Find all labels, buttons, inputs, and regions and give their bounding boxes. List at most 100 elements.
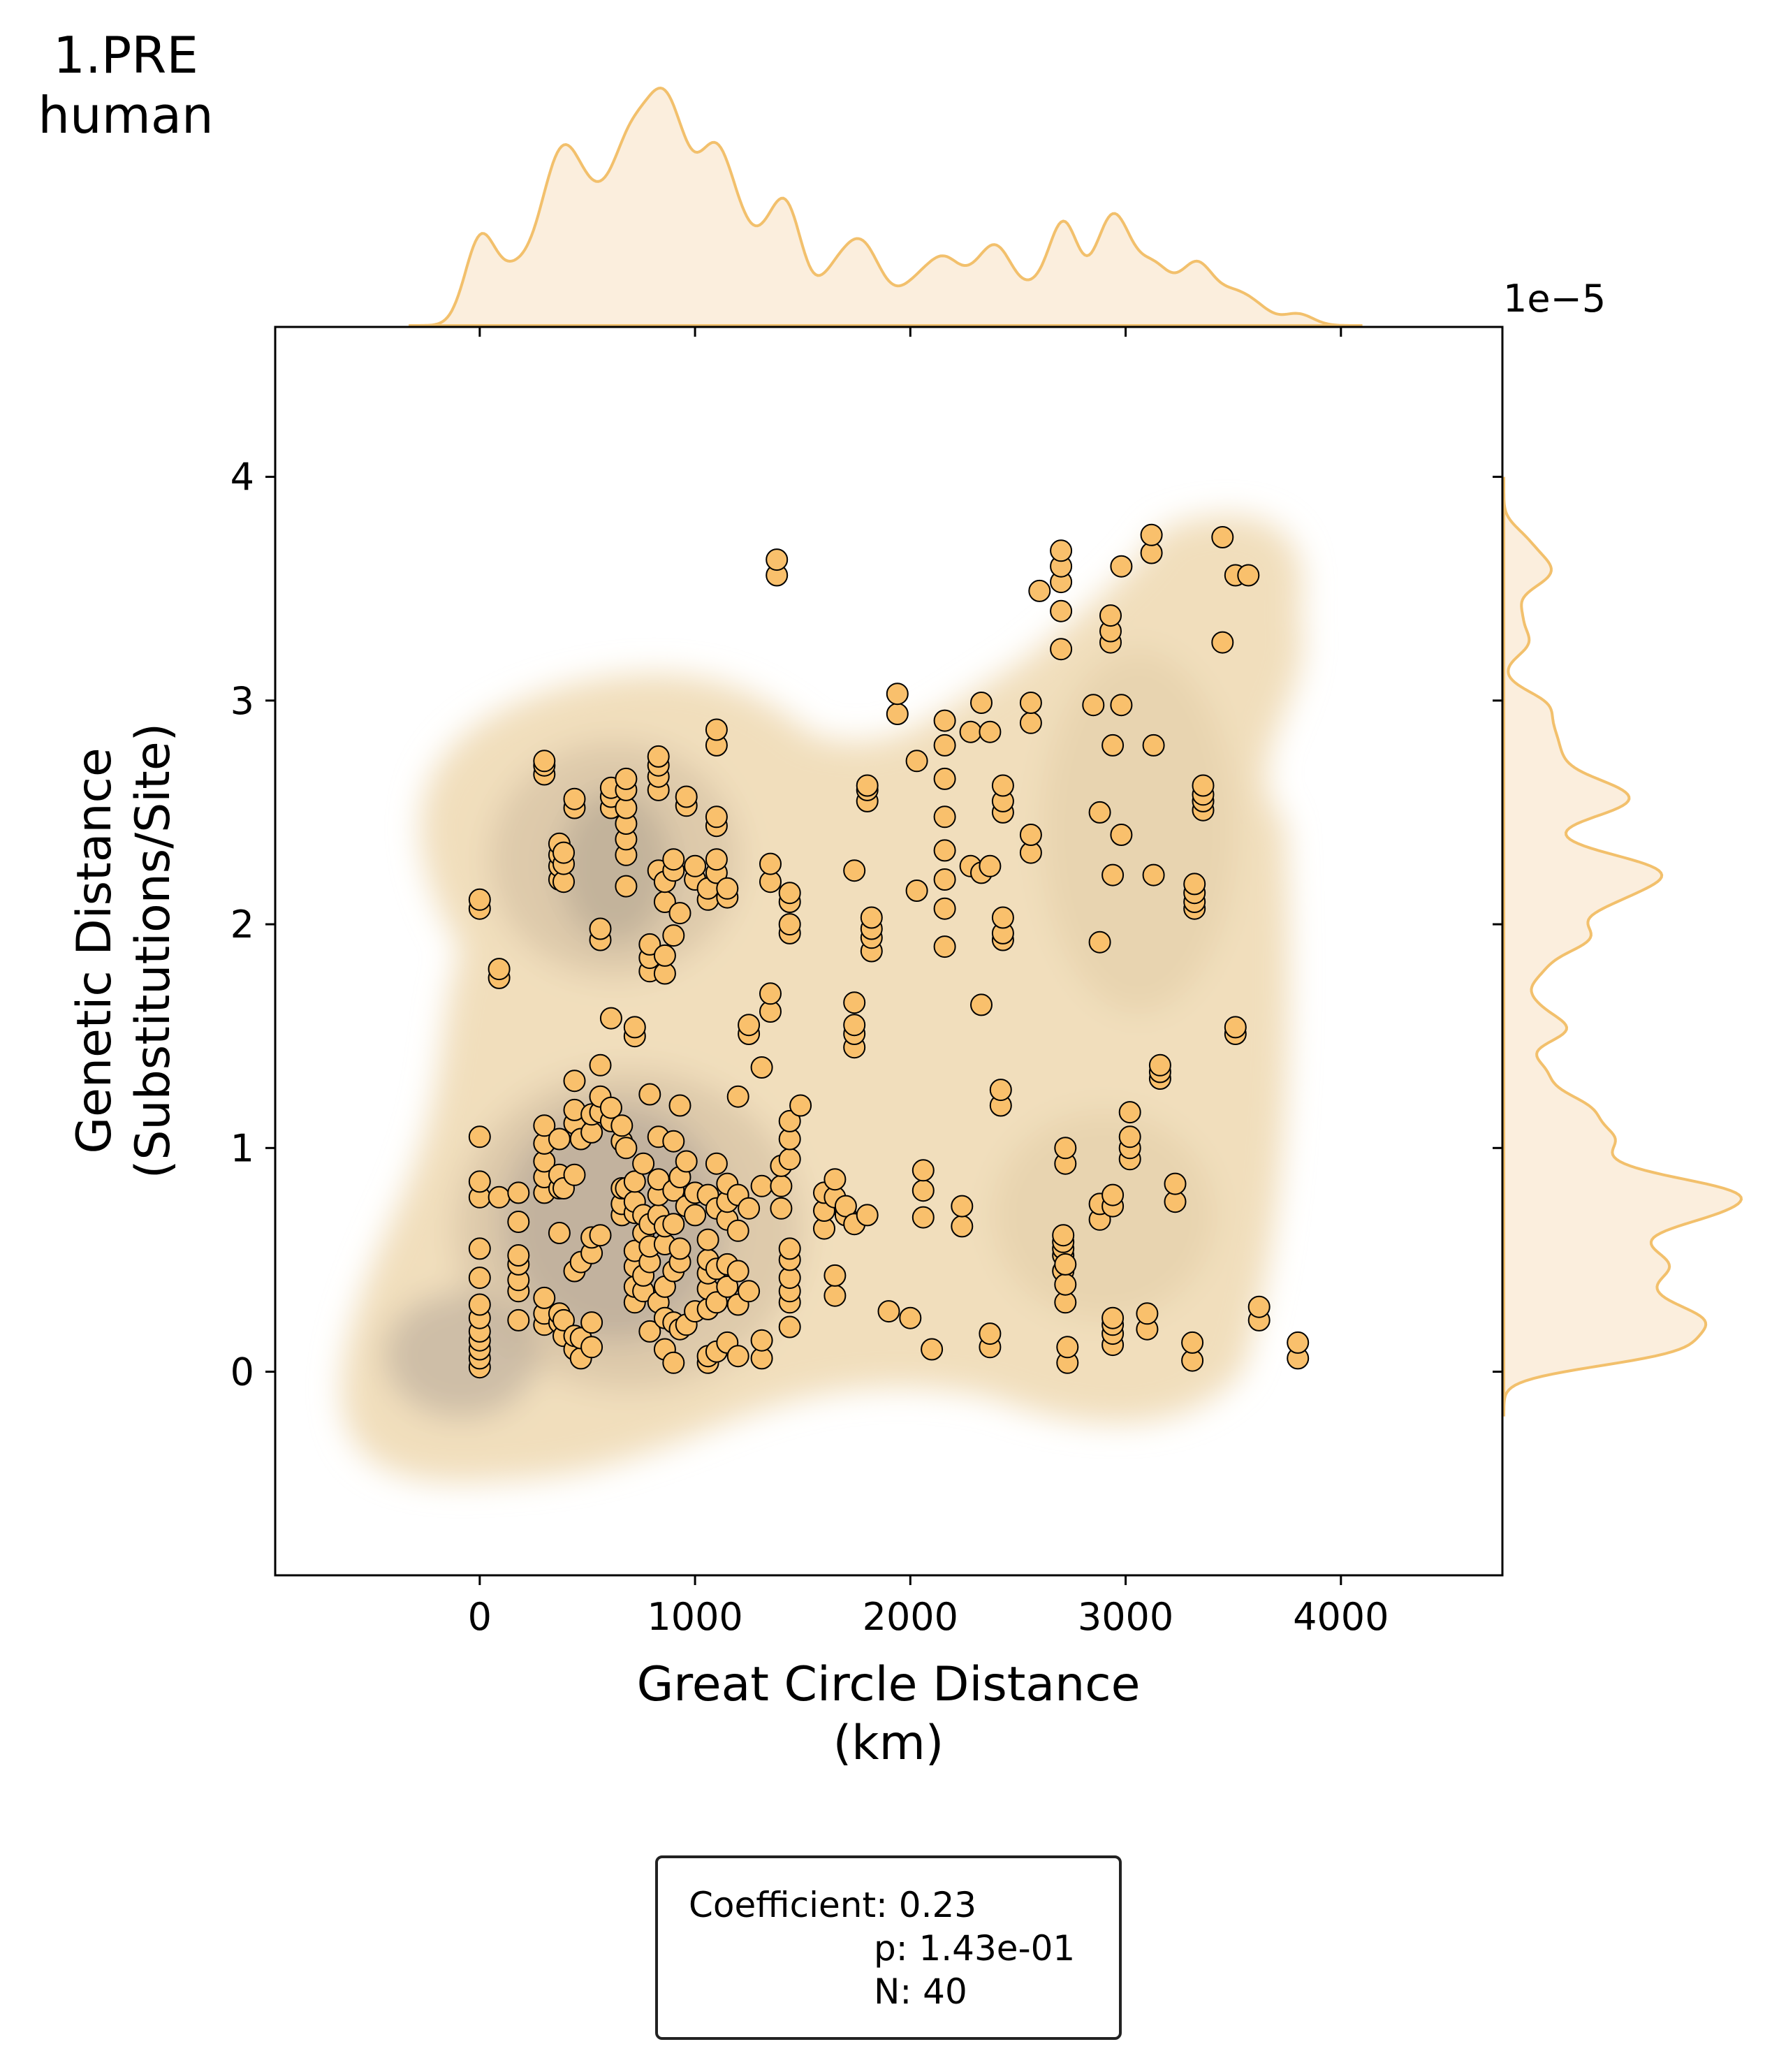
scatter-point xyxy=(589,1053,612,1077)
scatter-point xyxy=(488,958,511,981)
x-tick-label: 0 xyxy=(468,1595,492,1639)
scatter-point xyxy=(989,1079,1012,1102)
y-offset-label: 1e−5 xyxy=(1503,277,1606,321)
scatter-point xyxy=(905,750,928,773)
scatter-point xyxy=(1052,1224,1075,1247)
scatter-point xyxy=(675,1150,698,1173)
scatter-point xyxy=(647,745,670,768)
scatter-point xyxy=(705,805,728,829)
y-axis-ticks: 0 1 2 3 4 xyxy=(230,455,1502,1394)
scatter-point xyxy=(770,1197,793,1220)
scatter-point xyxy=(933,734,956,757)
plot-frame xyxy=(274,326,1504,1577)
scatter-point xyxy=(563,1070,586,1093)
scatter-point xyxy=(778,1148,801,1171)
scatter-point xyxy=(468,888,491,911)
x-tick-label: 2000 xyxy=(863,1595,958,1639)
scatter-point xyxy=(778,1315,801,1338)
scatter-point xyxy=(1101,863,1125,887)
scatter-point xyxy=(705,1291,728,1314)
scatter-point xyxy=(959,720,982,743)
x-axis-label: Great Circle Distance (km) xyxy=(637,1657,1141,1771)
scatter-point xyxy=(933,935,956,958)
scatter-point xyxy=(1192,774,1215,797)
figure-title: 1.PRE human xyxy=(0,25,251,145)
scatter-point xyxy=(1247,1295,1271,1318)
scatter-point xyxy=(1136,1302,1159,1325)
scatter-point xyxy=(662,848,685,871)
scatter-point xyxy=(899,1306,922,1329)
scatter-point xyxy=(778,882,801,905)
scatter-point xyxy=(1050,638,1073,661)
scatter-point xyxy=(1164,1172,1187,1195)
scatter-point xyxy=(632,1152,655,1175)
coefficient-text: Coefficient: 0.23 xyxy=(689,1885,977,1925)
scatter-point xyxy=(921,1338,944,1361)
scatter-point xyxy=(468,1170,491,1193)
scatter-point xyxy=(1088,801,1111,824)
scatter-points xyxy=(468,523,1310,1379)
scatter-point xyxy=(1054,1273,1077,1296)
scatter-point xyxy=(638,933,661,956)
scatter-point xyxy=(705,718,728,741)
scatter-point xyxy=(843,991,866,1014)
scatter-point xyxy=(789,1094,812,1117)
scatter-point xyxy=(662,1351,685,1374)
scatter-point xyxy=(507,1211,530,1233)
scatter-point xyxy=(738,1280,761,1303)
scatter-point xyxy=(563,787,586,810)
scatter-point xyxy=(548,1222,571,1244)
scatter-point xyxy=(738,1197,761,1220)
scatter-point xyxy=(912,1159,935,1182)
scatter-point xyxy=(684,1204,707,1227)
scatter-point xyxy=(951,1195,974,1218)
scatter-point xyxy=(933,897,956,920)
scatter-point xyxy=(468,1293,491,1316)
scatter-point xyxy=(662,1213,685,1236)
scatter-point xyxy=(905,880,928,902)
scatter-point xyxy=(1237,564,1260,587)
kde-core-bottom-left xyxy=(384,1292,538,1418)
scatter-point xyxy=(580,1311,603,1334)
scatter-point xyxy=(1088,931,1111,954)
scatter-point xyxy=(726,1260,749,1283)
scatter-point xyxy=(623,1170,646,1193)
scatter-point xyxy=(1101,1306,1125,1329)
scatter-point xyxy=(507,1244,530,1267)
scatter-point xyxy=(860,906,883,929)
scatter-point xyxy=(1028,579,1051,602)
scatter-point xyxy=(589,1224,612,1247)
y-tick-label: 2 xyxy=(230,903,254,947)
scatter-point xyxy=(778,1237,801,1260)
scatter-point xyxy=(834,1195,857,1218)
scatter-point xyxy=(705,1152,728,1175)
scatter-point xyxy=(1019,824,1042,846)
scatter-point xyxy=(1118,1125,1141,1148)
scatter-point xyxy=(580,1336,603,1359)
scatter-point xyxy=(951,1215,974,1238)
scatter-point xyxy=(738,1014,761,1037)
scatter-point xyxy=(1140,523,1163,546)
x-axis-ticks: 0 1000 2000 3000 4000 xyxy=(468,327,1389,1639)
scatter-point xyxy=(468,1125,491,1148)
scatter-point xyxy=(1211,631,1234,654)
scatter-point xyxy=(533,750,556,773)
scatter-point xyxy=(750,1056,773,1079)
scatter-point xyxy=(1224,1016,1247,1039)
scatter-point xyxy=(843,1014,866,1037)
scatter-point xyxy=(662,924,685,947)
scatter-point xyxy=(991,774,1014,797)
scatter-point xyxy=(1082,694,1105,717)
scatter-point xyxy=(979,854,1002,877)
scatter-point xyxy=(726,1085,749,1108)
scatter-point xyxy=(1183,873,1206,896)
scatter-point xyxy=(933,868,956,891)
scatter-point xyxy=(615,1137,638,1160)
y-tick-label: 0 xyxy=(230,1350,254,1394)
scatter-point xyxy=(563,1163,586,1186)
scatter-point xyxy=(552,1308,575,1332)
scatter-point xyxy=(1118,1101,1141,1124)
scatter-point xyxy=(653,944,676,967)
scatter-point xyxy=(877,1300,900,1323)
